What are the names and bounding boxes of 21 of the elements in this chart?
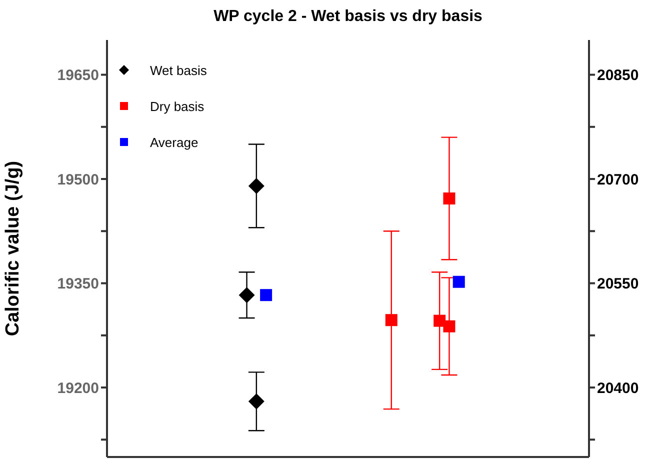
point <box>385 314 398 326</box>
y-tick-label: 19200 <box>57 380 99 397</box>
y2-tick-label: 20400 <box>597 380 639 397</box>
point <box>248 393 264 410</box>
y-tick-label: 19650 <box>57 67 99 84</box>
point <box>443 320 456 332</box>
y2-tick-label: 20700 <box>597 171 639 188</box>
legend-label: Average <box>150 134 198 150</box>
point <box>452 276 465 288</box>
y2-tick-label: 20850 <box>597 67 639 84</box>
point <box>248 178 264 194</box>
point <box>260 289 272 302</box>
y-tick-label: 19350 <box>57 276 99 293</box>
legend-label: Dry basis <box>150 98 204 114</box>
y2-tick-label: 20550 <box>597 276 639 293</box>
legend-label: Wet basis <box>150 62 207 78</box>
y-tick-label: 19500 <box>57 171 99 188</box>
point <box>443 192 456 204</box>
point <box>238 287 255 304</box>
chart-title: WP cycle 2 - Wet basis vs dry basis <box>212 8 484 26</box>
y-axis-title: Calorific value (J/g) <box>2 160 24 336</box>
